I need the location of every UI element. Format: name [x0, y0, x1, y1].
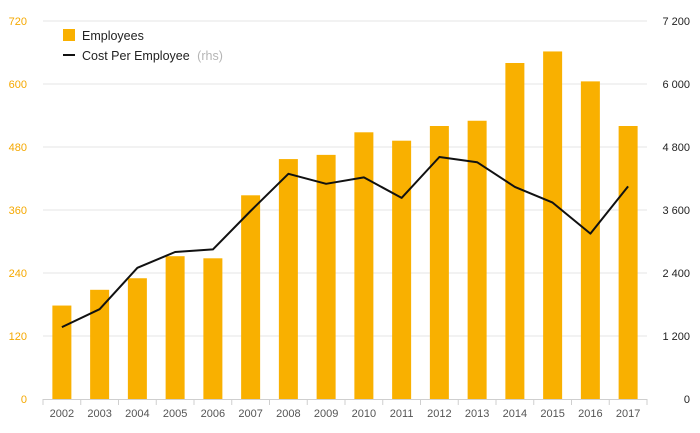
bar-employees [203, 258, 223, 399]
x-tick-label: 2006 [201, 408, 225, 420]
x-tick-label: 2005 [163, 408, 187, 420]
x-tick-label: 2002 [50, 408, 74, 420]
bar-employees [165, 256, 185, 399]
employees-bars [52, 51, 638, 400]
y-left-tick-label: 480 [9, 142, 27, 154]
x-tick-label: 2010 [352, 408, 376, 420]
bar-employees [467, 120, 487, 399]
bar-employees [127, 278, 147, 399]
x-tick-label: 2015 [540, 408, 564, 420]
legend-note-rhs: (rhs) [197, 49, 223, 63]
bar-employees [278, 159, 298, 399]
y-right-tick-label: 3 600 [662, 205, 690, 217]
cost-per-employee-line-group [61, 156, 629, 329]
bar-employees [354, 132, 374, 400]
x-tick-label: 2011 [390, 408, 414, 420]
y-right-tick-label: 7 200 [662, 16, 690, 28]
x-tick-label: 2013 [465, 408, 489, 420]
bar-employees [505, 63, 525, 399]
x-tick-label: 2016 [578, 408, 602, 420]
y-left-tick-label: 120 [9, 331, 27, 343]
y-right-tick-label: 4 800 [662, 142, 690, 154]
line-cost-per-employee [61, 156, 629, 329]
legend: Employees Cost Per Employee (rhs) [63, 29, 223, 63]
bar-employees [52, 305, 72, 399]
x-tick-label: 2014 [503, 408, 527, 420]
y-left-tick-label: 240 [9, 268, 27, 280]
bar-employees [316, 154, 336, 399]
bar-employees [580, 81, 600, 399]
y-right-tick-label: 0 [684, 394, 690, 406]
y-left-tick-label: 600 [9, 79, 27, 91]
x-tick-label: 2009 [314, 408, 338, 420]
y-right-tick-label: 6 000 [662, 79, 690, 91]
x-tick-label: 2003 [87, 408, 111, 420]
legend-label-cost-per-employee: Cost Per Employee [82, 49, 190, 63]
bar-employees [618, 126, 638, 399]
legend-swatch-employees [63, 29, 75, 41]
x-tick-label: 2017 [616, 408, 640, 420]
y-right-tick-label: 1 200 [662, 331, 690, 343]
y-left-tick-label: 360 [9, 205, 27, 217]
bar-employees [241, 195, 261, 399]
bar-employees [429, 126, 449, 399]
legend-label-employees: Employees [82, 29, 144, 43]
legend-item-cost: Cost Per Employee (rhs) [82, 49, 223, 63]
bar-employees [90, 289, 110, 399]
y-right-tick-label: 2 400 [662, 268, 690, 280]
y-left-tick-label: 0 [21, 394, 27, 406]
axes: 0 120 240 360 480 600 720 0 1 200 2 400 3 600 4 800… [9, 16, 690, 420]
x-tick-label: 2012 [427, 408, 451, 420]
y-left-tick-label: 720 [9, 16, 27, 28]
x-tick-label: 2004 [125, 408, 149, 420]
x-tick-label: 2008 [276, 408, 300, 420]
bar-employees [392, 140, 412, 399]
x-tick-label: 2007 [238, 408, 262, 420]
bar-employees [543, 51, 563, 399]
